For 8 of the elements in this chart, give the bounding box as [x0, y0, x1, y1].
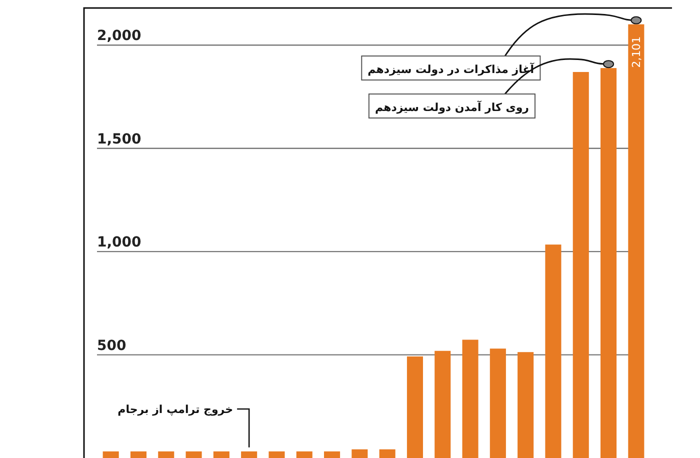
y-tick-label: 1,000 — [97, 234, 142, 251]
y-tick-label: 500 — [97, 338, 126, 354]
annotation: روی کار آمدن دولت سیزدهم — [374, 100, 529, 114]
annotation: خروج ترامپ از برجام — [118, 403, 234, 416]
y-tick-label: 2,000 — [97, 28, 142, 44]
annotation: آغاز مذاکرات در دولت سیزدهم — [368, 62, 534, 76]
data-label: 2,101 — [630, 36, 644, 68]
y-tick-label: 1,500 — [97, 131, 142, 148]
